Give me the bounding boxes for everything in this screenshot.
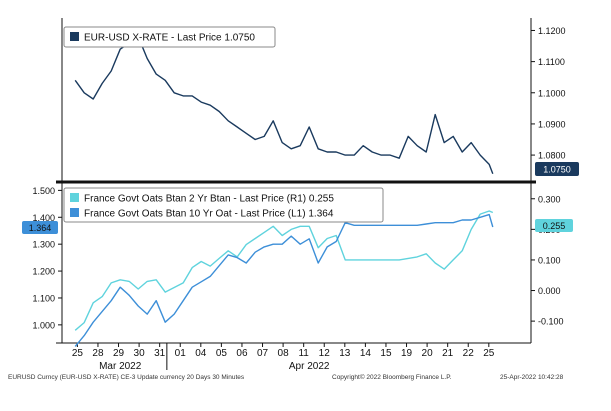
bottom-legend: France Govt Oats Btan 2 Yr Btan - Last P… xyxy=(63,187,384,223)
x-tick-label: 08 xyxy=(278,348,290,359)
france-2y-right-tick-label: 0.000 xyxy=(538,286,561,296)
france-10y-left-tick-label: 1.100 xyxy=(32,293,55,303)
x-tick-label: 20 xyxy=(422,348,434,359)
x-tick-label: 05 xyxy=(216,348,228,359)
france-2y-tag-value: 0.255 xyxy=(543,221,566,231)
eurusd-tag-background xyxy=(535,162,579,176)
x-tick-label: 15 xyxy=(380,348,392,359)
france-2y-legend-label: France Govt Oats Btan 2 Yr Btan - Last P… xyxy=(84,194,334,205)
france-10y-tag-background xyxy=(22,221,58,234)
eurusd-last-price-tag: 1.0750 xyxy=(535,162,579,176)
x-tick-label: 22 xyxy=(463,348,475,359)
x-tick-label: 01 xyxy=(175,348,187,359)
x-tick-label: 31 xyxy=(154,348,166,359)
top-right-axis-ticks: 1.1200 1.1100 1.1000 1.0900 1.0800 xyxy=(531,26,566,161)
france-10y-left-tick-label: 1.400 xyxy=(32,213,55,223)
x-tick-label: 07 xyxy=(257,348,269,359)
france-10y-last-price-tag: 1.364 xyxy=(22,221,58,234)
france-10y-legend-label: France Govt Oats Btan 10 Yr Oat - Last P… xyxy=(84,209,334,220)
eurusd-y-tick-label: 1.1000 xyxy=(538,88,566,98)
eurusd-y-tick-label: 1.0800 xyxy=(538,151,566,161)
france-10y-left-tick-label: 1.500 xyxy=(32,186,55,196)
france-2y-legend-swatch xyxy=(70,193,79,202)
x-tick-label: 30 xyxy=(134,348,146,359)
x-tick-label: 19 xyxy=(401,348,413,359)
x-tick-label: 21 xyxy=(442,348,454,359)
top-legend-box xyxy=(63,26,276,48)
eurusd-y-tick-label: 1.1100 xyxy=(538,57,565,67)
x-tick-label: 25 xyxy=(72,348,84,359)
eurusd-tag-value: 1.0750 xyxy=(543,165,571,175)
france-2y-right-tick-label: 0.300 xyxy=(538,194,561,204)
eurusd-y-tick-label: 1.1200 xyxy=(538,26,566,36)
france-2y-right-tick-label: 0.100 xyxy=(538,255,561,265)
france-2y-last-price-tag: 0.255 xyxy=(535,219,573,232)
x-tick-label: 12 xyxy=(319,348,331,359)
eurusd-legend-swatch xyxy=(70,32,79,41)
footer-source: EURUSD Curncy (EUR-USD X-RATE) CE-3 Upda… xyxy=(8,374,245,381)
eurusd-y-tick-label: 1.0900 xyxy=(538,119,566,129)
france-10y-series-line xyxy=(74,213,494,347)
eurusd-series-line xyxy=(74,36,494,175)
month-label: Apr 2022 xyxy=(289,361,330,372)
footer-timestamp: 25-Apr-2022 10:42:28 xyxy=(500,374,564,381)
france-10y-tag-value: 1.364 xyxy=(29,223,52,233)
x-tick-label: 13 xyxy=(339,348,351,359)
bottom-legend-box xyxy=(63,187,384,223)
france-2y-series-line xyxy=(74,210,494,331)
x-tick-label: 04 xyxy=(195,348,207,359)
x-tick-label: 28 xyxy=(92,348,104,359)
france-10y-left-tick-label: 1.200 xyxy=(32,267,55,277)
top-legend: EUR-USD X-RATE - Last Price 1.0750 xyxy=(63,26,276,48)
france-10y-left-tick-label: 1.300 xyxy=(32,240,55,250)
x-tick-label: 14 xyxy=(360,348,372,359)
x-tick-label: 06 xyxy=(236,348,248,359)
eurusd-legend-label: EUR-USD X-RATE - Last Price 1.0750 xyxy=(84,33,255,44)
month-label: Mar 2022 xyxy=(99,361,142,372)
x-axis-ticks: 25 28 29 30 31 01 04 05 06 07 08 11 12 13 14 15 19 20 21 22… xyxy=(72,343,495,372)
france-10y-legend-swatch xyxy=(70,208,79,217)
france-10y-left-tick-label: 1.000 xyxy=(32,320,55,330)
x-tick-label: 11 xyxy=(298,348,309,359)
chart-canvas: 1.1200 1.1100 1.1000 1.0900 1.0800 1.500 1.40… xyxy=(22,18,579,372)
france-2y-tag-background xyxy=(535,219,573,232)
france-2y-right-tick-label: -0.100 xyxy=(538,317,564,327)
x-tick-label: 29 xyxy=(113,348,125,359)
x-tick-label: 25 xyxy=(483,348,495,359)
footer-copyright: Copyright© 2022 Bloomberg Finance L.P. xyxy=(332,374,452,381)
